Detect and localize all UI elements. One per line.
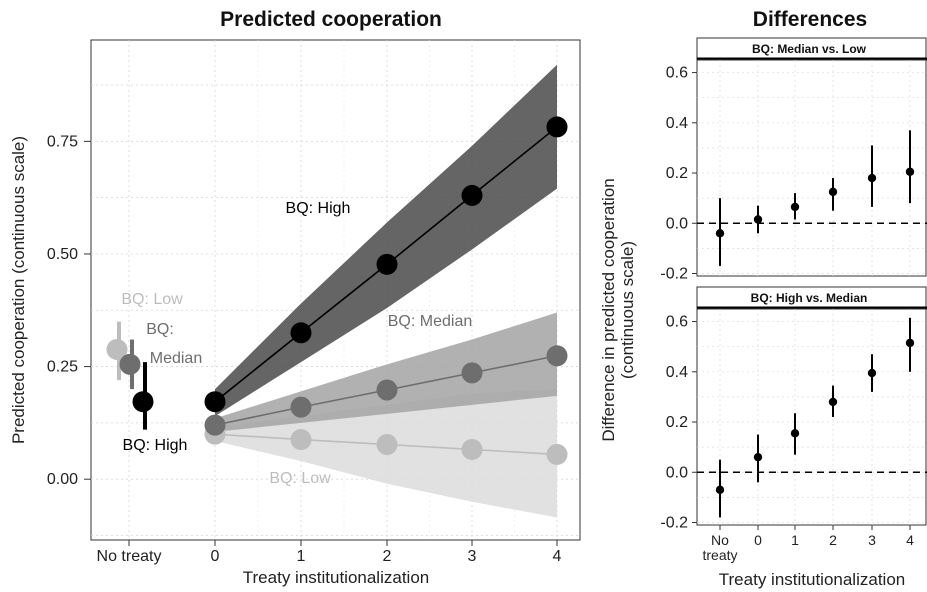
y-tick-label: 0.0 (666, 464, 688, 481)
series-point (461, 438, 483, 460)
difference-facet: BQ: Median vs. Low -0.2 0.0 0.2 0.4 0.6 (660, 37, 927, 282)
left-chart-title: Predicted cooperation (220, 8, 442, 31)
x-tick-label: 0 (754, 532, 762, 548)
y-tick-label: 0.00 (47, 471, 78, 488)
difference-point (905, 338, 915, 348)
series-annotation: BQ: Low (269, 470, 331, 487)
left-y-axis-title: Predicted cooperation (continuous scale) (9, 136, 28, 444)
difference-point (867, 173, 877, 183)
difference-point (715, 485, 725, 495)
x-tick-label: 2 (829, 532, 837, 548)
left-y-tick-labels: 0.00 0.25 0.50 0.75 (47, 133, 91, 488)
y-tick-label: 0.2 (666, 414, 688, 431)
facet-plot-frame (696, 59, 927, 277)
x-tick-label: 3 (468, 548, 477, 565)
difference-facet: BQ: High vs. Median -0.2 0.0 0.2 0.4 0.6 (660, 286, 927, 531)
series-point (546, 443, 568, 465)
left-series-points (106, 116, 568, 465)
no-treaty-point (132, 391, 154, 413)
left-x-tick-labels: No treaty 0 1 2 3 4 (97, 540, 562, 565)
series-point (461, 184, 483, 206)
difference-point (828, 397, 838, 407)
y-tick-label: 0.6 (666, 314, 688, 331)
difference-facets: BQ: Median vs. Low-0.20.00.20.40.6BQ: Hi… (660, 37, 927, 563)
x-tick-label-sub: treaty (702, 547, 737, 563)
right-x-axis-title: Treaty institutionalization (719, 570, 905, 589)
y-tick-label: 0.4 (666, 364, 688, 381)
left-x-axis-title: Treaty institutionalization (243, 568, 429, 587)
series-point (546, 116, 568, 138)
series-annotation: Median (150, 350, 202, 367)
difference-point (753, 452, 763, 462)
series-annotation: BQ: High (123, 437, 188, 454)
y-tick-label: -0.2 (660, 514, 688, 531)
x-tick-label: 1 (791, 532, 799, 548)
facet-strip-label: BQ: Median vs. Low (752, 42, 867, 56)
y-tick-label: -0.2 (660, 265, 688, 282)
series-point (546, 345, 568, 367)
right-y-axis-title-line2: (continuous scale) (618, 241, 637, 379)
y-tick-label: 0.4 (666, 115, 688, 132)
difference-point (790, 429, 800, 438)
no-treaty-point (106, 338, 128, 360)
series-point (204, 414, 226, 436)
y-tick-label: 0.25 (47, 359, 78, 376)
series-point (204, 391, 226, 413)
series-point (290, 396, 312, 418)
no-treaty-point (119, 353, 141, 375)
series-point (376, 434, 398, 456)
x-tick-label: 0 (211, 548, 220, 565)
series-point (376, 379, 398, 401)
x-tick-label: 4 (553, 548, 562, 565)
difference-point (753, 215, 763, 224)
left-annotations: BQ: High BQ: Median BQ: Low BQ: Low BQ: Media… (121, 200, 472, 487)
facet-strip-label: BQ: High vs. Median (751, 291, 868, 305)
difference-point (867, 368, 877, 378)
x-tick-label: 2 (383, 548, 392, 565)
x-tick-label: 4 (906, 532, 914, 548)
right-x-tick-labels: No 0 1 2 3 4 treaty (702, 525, 914, 563)
y-tick-label: 0.6 (666, 65, 688, 82)
y-tick-label: 0.75 (47, 133, 78, 150)
difference-point (715, 229, 725, 238)
difference-point (828, 187, 838, 197)
difference-point (905, 167, 915, 176)
series-point (290, 429, 312, 451)
y-tick-label: 0.2 (666, 165, 688, 182)
x-tick-label: No (711, 532, 729, 548)
differences-panel: Differences Difference in predicted coop… (599, 8, 927, 589)
series-annotation: BQ: High (286, 200, 351, 217)
x-tick-label: 3 (868, 532, 876, 548)
right-chart-title: Differences (753, 8, 867, 31)
y-tick-label: 0.50 (47, 246, 78, 263)
predicted-cooperation-panel: Predicted cooperation 0.00 0.25 0.50 0.75 N… (9, 8, 581, 587)
right-y-axis-title-line1: Difference in predicted cooperation (599, 178, 618, 441)
x-tick-label: No treaty (97, 548, 162, 565)
series-annotation: BQ: (146, 321, 174, 338)
series-point (376, 253, 398, 275)
x-tick-label: 1 (297, 548, 306, 565)
series-annotation: BQ: Low (121, 291, 183, 308)
difference-point (790, 202, 800, 212)
series-annotation: BQ: Median (388, 313, 472, 330)
facet-plot-frame (696, 308, 927, 526)
series-point (461, 362, 483, 384)
series-point (290, 322, 312, 344)
y-tick-label: 0.0 (666, 215, 688, 232)
